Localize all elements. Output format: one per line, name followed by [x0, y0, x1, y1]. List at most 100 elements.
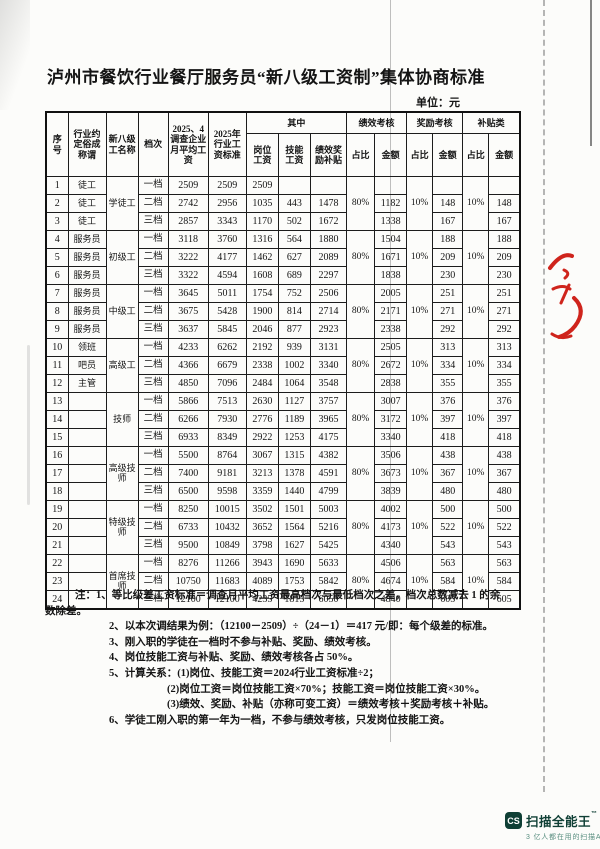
cell-subsidy-amount: 543 [488, 536, 521, 555]
note-line: 数除差。 [45, 605, 87, 617]
table-row: 18 三档 6500 9598 3359 1440 4799 3839 480 480 [45, 482, 521, 501]
cell-avg-wage: 3118 [167, 230, 209, 249]
cell-subsidy-amount: 251 [488, 284, 521, 303]
cell-perf-amount: 3673 [374, 464, 408, 483]
cell-skill-wage: 1815 [277, 590, 311, 610]
cell-perf-amount: 4674 [374, 572, 408, 591]
cell-award-pct: 10% [406, 230, 434, 285]
cell-perf-award-subsidy [309, 176, 348, 195]
note-line: 6、学徒工刚入职的第一年为一档，不参与绩效考核，只发岗位技能工资。 [109, 714, 451, 726]
header-row-top: 序 号 行业约 定俗成 称谓 新八级 工名称 档次 2025、4 调查企业 月平… [45, 111, 521, 177]
col-header-perf-assess: 绩效考核 [345, 111, 408, 134]
cell-industry-title: 领班 [67, 338, 107, 357]
cell-std-wage: 3760 [207, 230, 247, 249]
cell-industry-title: 服务员 [67, 230, 107, 249]
note-line: 2、以本次调结果为例：（12100－2509）÷（24－1）＝417 元/即：每… [109, 621, 494, 633]
trademark-symbol: ™ [591, 811, 598, 817]
cell-perf-award-subsidy: 1478 [309, 194, 348, 213]
cell-industry-title [67, 590, 107, 610]
cell-award-amount: 605 [432, 590, 464, 610]
cell-skill-wage: 1002 [277, 356, 311, 375]
cell-perf-award-subsidy: 5003 [309, 500, 348, 519]
cell-industry-title [67, 482, 107, 501]
cell-no: 2 [45, 194, 69, 213]
cell-perf-amount [374, 176, 408, 195]
cell-perf-amount: 1338 [374, 212, 408, 231]
cell-perf-award-subsidy: 3757 [309, 392, 348, 411]
cell-post-wage: 1170 [245, 212, 279, 231]
cell-subsidy-amount: 188 [488, 230, 521, 249]
cell-award-amount: 438 [432, 446, 464, 465]
table-row: 19 特级技师 一档 8250 10015 3502 1501 5003 80% 4002 10% 5… [45, 500, 521, 555]
cell-perf-amount: 2171 [374, 302, 408, 321]
cell-industry-title: 服务员 [67, 266, 107, 285]
cell-perf-award-subsidy: 2506 [309, 284, 348, 303]
table-row: 24 三档 12100 12100 4235 1815 6050 4840 605 605 [45, 590, 521, 610]
cell-level-name: 技师 [105, 392, 139, 447]
cell-post-wage: 3213 [245, 464, 279, 483]
cell-perf-pct: 80% [345, 230, 376, 285]
cell-post-wage: 3798 [245, 536, 279, 555]
cell-no: 8 [45, 302, 69, 321]
cell-subsidy-amount: 230 [488, 266, 521, 285]
cell-award-amount: 563 [432, 554, 464, 573]
cell-std-wage: 11683 [207, 572, 247, 591]
cell-grade: 一档 [137, 554, 169, 573]
cell-subsidy-amount: 480 [488, 482, 521, 501]
cell-std-wage: 6679 [207, 356, 247, 375]
col-header-new-level-name: 新八级 工名称 [105, 111, 139, 177]
table-row: 7 服务员 中级工 一档 3645 5011 1754 752 2506 80% 2005 10% 25… [45, 284, 521, 339]
table-row: 23 二档 10750 11683 4089 1753 5842 4674 584 584 [45, 572, 521, 591]
table-row: 3 徒工 三档 2857 3343 1170 502 1672 1338 167 167 [45, 212, 521, 231]
cell-no: 11 [45, 356, 69, 375]
cell-avg-wage: 10750 [167, 572, 209, 591]
cell-std-wage: 4177 [207, 248, 247, 267]
cell-skill-wage: 1440 [277, 482, 311, 501]
cell-award-amount: 148 [432, 194, 464, 213]
cell-grade: 二档 [137, 194, 169, 213]
cell-std-wage: 4594 [207, 266, 247, 285]
cell-perf-award-subsidy: 3548 [309, 374, 348, 393]
col-header-award-amount: 金额 [432, 133, 464, 177]
note-line: 注：1、等比级差工资标准＝调查月平均工资最高档次与最低档次之差，档次总数减去 1… [75, 590, 501, 601]
cell-std-wage: 7930 [207, 410, 247, 429]
cell-award-amount: 418 [432, 428, 464, 447]
cell-post-wage: 3502 [245, 500, 279, 519]
cell-perf-award-subsidy: 5425 [309, 536, 348, 555]
col-header-award-assess: 奖励考核 [406, 111, 464, 134]
cell-perf-amount: 2838 [374, 374, 408, 393]
table-row: 2 徒工 二档 2742 2956 1035 443 1478 1182 148 148 [45, 194, 521, 213]
table-row: 17 二档 7400 9181 3213 1378 4591 3673 367 367 [45, 464, 521, 483]
cell-industry-title [67, 410, 107, 429]
cell-perf-pct: 80% [345, 500, 376, 555]
cell-perf-amount: 4340 [374, 536, 408, 555]
cell-perf-award-subsidy: 3131 [309, 338, 348, 357]
cell-perf-award-subsidy: 3965 [309, 410, 348, 429]
cell-avg-wage: 6266 [167, 410, 209, 429]
cell-avg-wage: 3637 [167, 320, 209, 339]
cell-no: 19 [45, 500, 69, 519]
cell-post-wage: 3652 [245, 518, 279, 537]
cell-post-wage: 2192 [245, 338, 279, 357]
cell-std-wage: 3343 [207, 212, 247, 231]
cell-grade: 一档 [137, 392, 169, 411]
cell-award-amount: 188 [432, 230, 464, 249]
cell-skill-wage: 1315 [277, 446, 311, 465]
cell-no: 4 [45, 230, 69, 249]
wage-standard-table: 序 号 行业约 定俗成 称谓 新八级 工名称 档次 2025、4 调查企业 月平… [45, 111, 521, 610]
cell-subsidy-amount: 418 [488, 428, 521, 447]
note-line: 3、刚入职的学徒在一档时不参与补贴、奖励、绩效考核。 [109, 636, 377, 648]
col-header-industry-title: 行业约 定俗成 称谓 [67, 111, 107, 177]
cell-subsidy-amount: 292 [488, 320, 521, 339]
cell-avg-wage: 8276 [167, 554, 209, 573]
cell-industry-title [67, 428, 107, 447]
cell-post-wage: 2776 [245, 410, 279, 429]
cell-grade: 一档 [137, 500, 169, 519]
cell-perf-award-subsidy: 5216 [309, 518, 348, 537]
cell-perf-amount: 1838 [374, 266, 408, 285]
cell-subsidy-amount: 209 [488, 248, 521, 267]
cell-perf-award-subsidy: 1672 [309, 212, 348, 231]
cell-std-wage: 7096 [207, 374, 247, 393]
cell-perf-award-subsidy: 4591 [309, 464, 348, 483]
